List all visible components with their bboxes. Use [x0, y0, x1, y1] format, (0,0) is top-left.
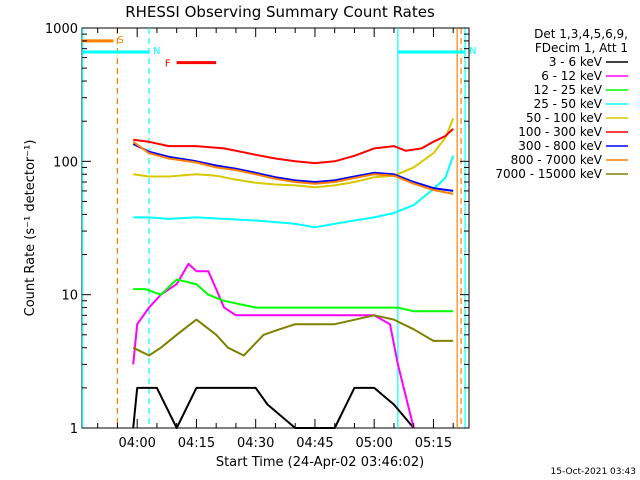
series-line	[133, 155, 455, 229]
x-axis: 04:00 04:15 04:30 04:45 05:00 05:15	[97, 28, 454, 451]
y-axis: 1 10 100 1000	[45, 22, 469, 437]
legend-entry: 800 - 7000 keV	[511, 153, 603, 167]
legend-entry: 25 - 50 keV	[534, 97, 603, 111]
x-tick-label: 04:30	[237, 436, 274, 451]
flag-label: F	[165, 59, 171, 70]
data-series	[132, 118, 455, 429]
y-tick-label: 10	[61, 289, 78, 304]
timestamp: 15-Oct-2021 03:43	[551, 467, 636, 477]
vertical-markers	[81, 28, 466, 428]
legend: Det 1,3,4,5,6,9,FDecim 1, Att 13 - 6 keV…	[495, 27, 628, 181]
x-tick-label: 04:00	[118, 436, 155, 451]
series-line	[132, 140, 454, 195]
y-axis-label: Count Rate (s⁻¹ detector⁻¹)	[23, 140, 38, 317]
x-axis-label: Start Time (24-Apr-02 03:46:02)	[216, 455, 424, 470]
flag-label: S	[117, 35, 123, 46]
series-line	[132, 386, 415, 429]
series-line	[133, 118, 455, 189]
series-line	[133, 278, 454, 313]
instrument-flag-bars: SN NF	[82, 35, 477, 70]
legend-entry: 12 - 25 keV	[534, 83, 603, 97]
legend-header: Det 1,3,4,5,6,9,	[534, 27, 628, 41]
series-line	[132, 143, 454, 192]
x-tick-label: 05:15	[415, 436, 452, 451]
plot-frame	[81, 27, 470, 429]
y-tick-label: 100	[53, 155, 78, 170]
flag-label: N	[469, 46, 476, 57]
flag-label: N	[153, 46, 160, 57]
legend-entry: 6 - 12 keV	[541, 69, 603, 83]
legend-entry: 300 - 800 keV	[518, 139, 602, 153]
legend-entry: 3 - 6 keV	[549, 55, 603, 69]
legend-header: FDecim 1, Att 1	[535, 41, 628, 55]
legend-entry: 100 - 300 keV	[518, 125, 602, 139]
series-line	[132, 262, 415, 429]
series-line	[133, 128, 454, 165]
legend-entry: 50 - 100 keV	[526, 111, 603, 125]
series-line	[132, 314, 454, 357]
x-tick-label: 05:00	[355, 436, 392, 451]
chart-title: RHESSI Observing Summary Count Rates	[125, 3, 435, 21]
x-tick-label: 04:45	[296, 436, 333, 451]
y-tick-label: 1000	[45, 22, 78, 37]
x-tick-label: 04:15	[178, 436, 215, 451]
y-tick-label: 1	[70, 422, 78, 437]
legend-entry: 7000 - 15000 keV	[495, 167, 602, 181]
